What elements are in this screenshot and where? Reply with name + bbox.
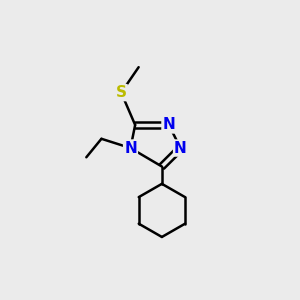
Text: S: S [116,85,127,100]
Text: N: N [163,117,175,132]
Text: N: N [124,140,137,155]
Text: N: N [174,140,187,155]
